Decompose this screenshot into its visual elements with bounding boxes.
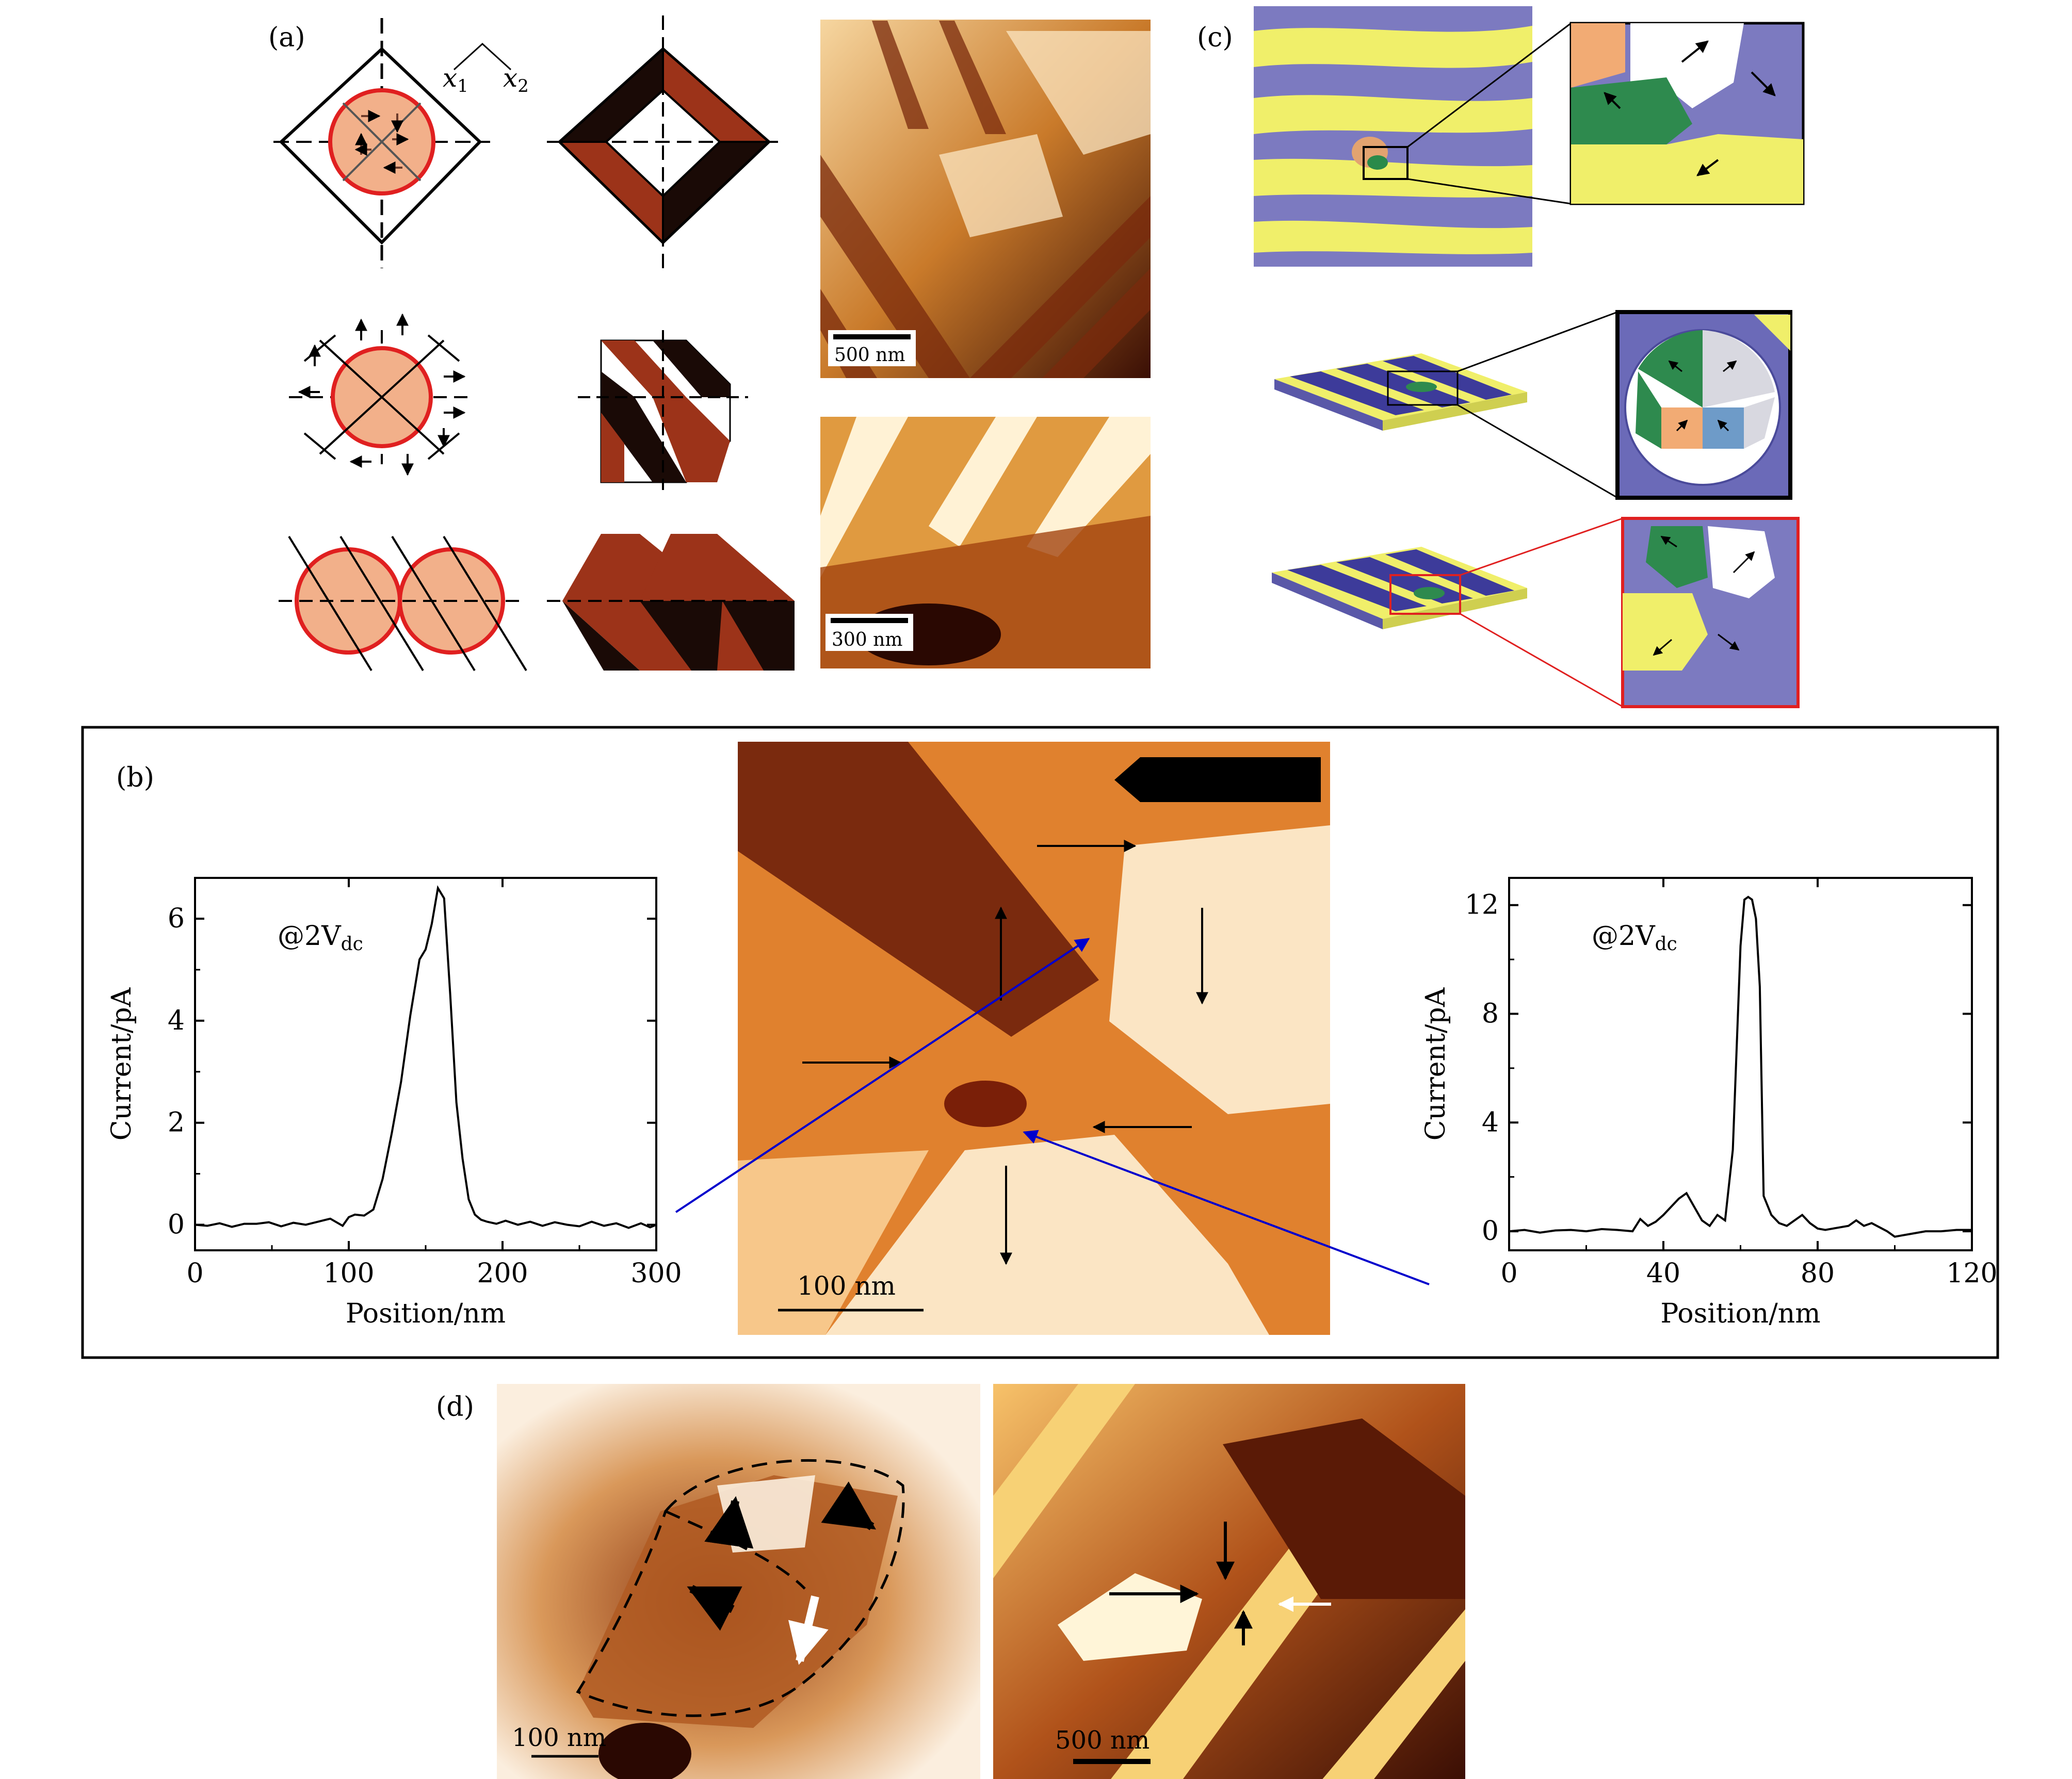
x-tick-label: 100 xyxy=(323,1258,374,1289)
y-tick-label: 8 xyxy=(1482,999,1499,1030)
annotation-sub: dc xyxy=(1655,934,1677,955)
svg-text:100 nm: 100 nm xyxy=(512,1723,606,1752)
simulation-zoom-middle xyxy=(1457,310,1792,500)
annotation-main: @2V xyxy=(278,921,342,952)
plot-frame xyxy=(194,877,657,1251)
y-tick-label: 0 xyxy=(168,1210,185,1241)
x-tick-label: 80 xyxy=(1801,1258,1835,1289)
panel-a-label: (a) xyxy=(268,22,305,53)
simulation-domains-top xyxy=(1254,6,1532,267)
svg-text:x1: x1 xyxy=(443,63,468,96)
schematic-circle-radial xyxy=(289,313,475,476)
y-tick-label: 2 xyxy=(168,1107,185,1138)
schematic-diamond-brown xyxy=(547,15,779,268)
afm-image-d-right xyxy=(993,1384,1465,1779)
current-profile-line xyxy=(1509,895,1972,1238)
axis-x1-sub: 1 xyxy=(457,76,468,96)
panel-c-label: (c) xyxy=(1197,22,1233,53)
x-tick-label: 120 xyxy=(1946,1258,1997,1289)
svg-text:300 nm: 300 nm xyxy=(832,629,902,650)
afm-scalebar-a-bottom: 300 nm xyxy=(825,614,913,651)
svg-text:500 nm: 500 nm xyxy=(1055,1726,1150,1755)
afm-d-left-scalebar: 100 nm xyxy=(512,1723,606,1758)
y-tick-label: 0 xyxy=(1482,1216,1499,1247)
y-axis-label: Current/pA xyxy=(106,987,137,1140)
schematic-cross-block xyxy=(578,330,748,490)
x-tick-label: 0 xyxy=(186,1258,203,1289)
y-tick-label: 4 xyxy=(168,1005,185,1036)
axis-x2-label: x xyxy=(503,63,517,93)
afm-d-right-scalebar: 500 nm xyxy=(1055,1726,1151,1764)
x-tick-label: 200 xyxy=(477,1258,528,1289)
x-tick-label: 0 xyxy=(1500,1258,1517,1289)
y-tick-label: 6 xyxy=(168,903,185,934)
afm-image-d-left xyxy=(497,1384,980,1779)
schematic-stripes xyxy=(547,534,795,671)
afm-b-scalebar: 100 nm xyxy=(778,1271,924,1312)
x-tick-label: 300 xyxy=(630,1258,682,1289)
chart-annotation: @2Vdc xyxy=(1592,921,1677,955)
simulation-3d-bottom xyxy=(1272,547,1527,629)
simulation-zoom-top xyxy=(1407,22,1805,205)
blue-connectors xyxy=(675,938,1430,1285)
axis-x1-label: x xyxy=(443,63,457,93)
afm-d-right-arrows xyxy=(1109,1522,1331,1645)
current-profile-chart-left: 0 100 200 300 0 2 4 6 Position/nm Current/pA @2Vdc xyxy=(106,877,682,1329)
current-profile-chart-right: 0 40 80 120 0 4 8 12 Position/nm Current/pA @2Vdc xyxy=(1420,877,1998,1329)
x-axis-label: Position/nm xyxy=(1660,1298,1820,1329)
panel-b-frame xyxy=(81,726,1999,1359)
x-tick-label: 40 xyxy=(1646,1258,1680,1289)
svg-text:100 nm: 100 nm xyxy=(797,1271,896,1301)
afm-scalebar-a-top: 500 nm xyxy=(828,330,916,366)
panel-b-label: (b) xyxy=(116,762,154,793)
panel-d-label: (d) xyxy=(436,1392,474,1423)
annotation-sub: dc xyxy=(341,934,363,955)
y-tick-label: 4 xyxy=(1482,1107,1499,1138)
axis-x2-sub: 2 xyxy=(517,76,529,96)
afm-b-arrows xyxy=(802,840,1208,1265)
afm-image-b xyxy=(738,742,1330,1335)
afm-image-a-top xyxy=(820,20,1151,378)
afm-d-left-arrows xyxy=(687,1481,876,1665)
axis-indicator: x1 x2 xyxy=(443,42,529,96)
schematic-diamond-circle xyxy=(273,18,490,268)
schematic-two-circles xyxy=(279,535,527,672)
current-profile-line xyxy=(195,885,657,1229)
simulation-3d-middle xyxy=(1274,353,1527,431)
y-tick-label: 12 xyxy=(1465,890,1499,921)
x-axis-label: Position/nm xyxy=(346,1298,506,1329)
svg-text:x2: x2 xyxy=(503,63,529,96)
y-axis-label: Current/pA xyxy=(1420,987,1451,1140)
annotation-main: @2V xyxy=(1592,921,1656,952)
svg-text:500 nm: 500 nm xyxy=(834,345,905,366)
simulation-zoom-bottom xyxy=(1460,517,1800,708)
chart-annotation: @2Vdc xyxy=(278,921,363,955)
